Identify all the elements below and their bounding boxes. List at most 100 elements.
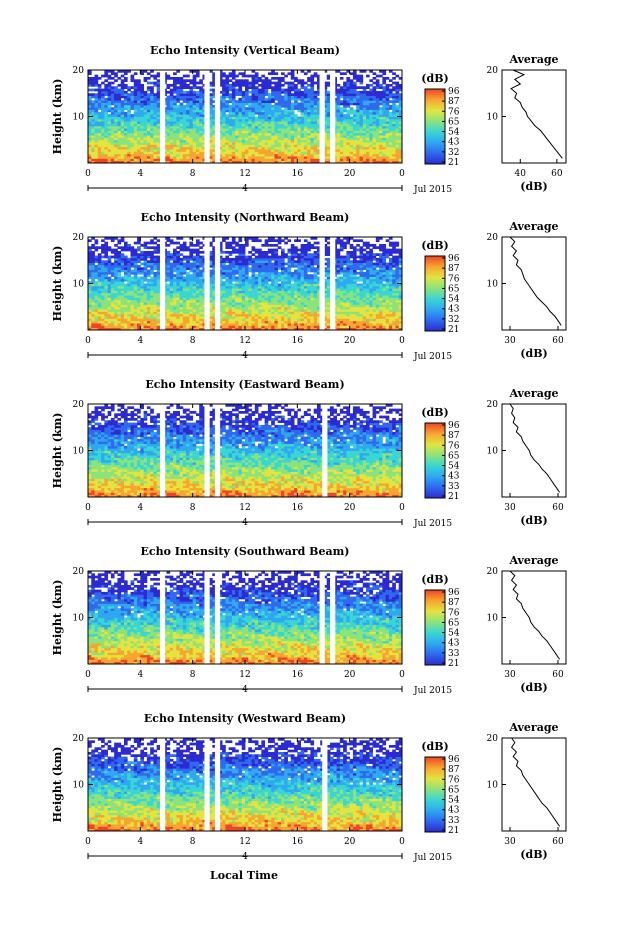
heatmap-cell xyxy=(189,128,193,131)
heatmap-cell xyxy=(268,98,272,101)
heatmap-cell xyxy=(327,295,331,298)
heatmap-cell xyxy=(281,133,285,136)
heatmap-cell xyxy=(238,137,242,140)
heatmap-cell xyxy=(265,149,269,152)
heatmap-cell xyxy=(153,151,157,154)
heatmap-cell xyxy=(196,314,200,317)
heatmap-cell xyxy=(147,89,151,92)
heatmap-cell xyxy=(176,311,180,314)
heatmap-cell xyxy=(242,93,246,96)
heatmap-cell xyxy=(127,89,131,92)
heatmap-cell xyxy=(157,79,161,82)
data-gap xyxy=(330,69,335,164)
heatmap-cell xyxy=(127,151,131,154)
heatmap-cell xyxy=(340,133,344,136)
heatmap-cell xyxy=(314,105,318,108)
heatmap-cell xyxy=(392,304,396,307)
average-y-tick-label: 10 xyxy=(487,113,499,123)
heatmap-cell xyxy=(395,149,399,152)
heatmap-cell xyxy=(114,156,118,159)
heatmap-cell xyxy=(261,93,265,96)
heatmap-cell xyxy=(363,295,367,298)
heatmap-cell xyxy=(376,105,380,108)
heatmap-cell xyxy=(389,304,393,307)
heatmap-cell xyxy=(284,103,288,106)
heatmap-cell xyxy=(144,126,148,129)
heatmap-cell xyxy=(337,93,341,96)
heatmap-cell xyxy=(150,133,154,136)
heatmap-cell xyxy=(386,93,390,96)
heatmap-cell xyxy=(137,156,141,159)
average-x-tick-label: 60 xyxy=(551,169,563,179)
heatmap-cell xyxy=(157,128,161,131)
heatmap-cell xyxy=(389,105,393,108)
heatmap-cell xyxy=(193,304,197,307)
heatmap-cell xyxy=(140,304,144,307)
heatmap-cell xyxy=(196,93,200,96)
heatmap-cell xyxy=(248,149,252,152)
heatmap-cell xyxy=(278,295,282,298)
heatmap-cell xyxy=(180,117,184,120)
heatmap-cell xyxy=(137,314,141,317)
heatmap-cell xyxy=(91,110,95,113)
heatmap-cell xyxy=(104,105,108,108)
heatmap-cell xyxy=(278,314,282,317)
heatmap-cell xyxy=(137,149,141,152)
heatmap-cell xyxy=(255,82,259,85)
heatmap-cell xyxy=(379,126,383,129)
heatmap-cell xyxy=(376,137,380,140)
heatmap-cell xyxy=(242,311,246,314)
heatmap-cell xyxy=(291,325,295,328)
heatmap-cell xyxy=(248,117,252,120)
heatmap-cell xyxy=(291,126,295,129)
heatmap-cell xyxy=(291,133,295,136)
heatmap-cell xyxy=(242,156,246,159)
heatmap-cell xyxy=(366,128,370,131)
heatmap-cell xyxy=(229,75,233,78)
heatmap-cell xyxy=(389,133,393,136)
heatmap-cell xyxy=(261,314,265,317)
x-tick-label: 8 xyxy=(190,169,196,179)
heatmap-cell xyxy=(180,144,184,147)
heatmap-cell xyxy=(382,325,386,328)
heatmap-cell xyxy=(353,314,357,317)
heatmap-cell xyxy=(114,126,118,129)
heatmap-cell xyxy=(392,325,396,328)
heatmap-cell xyxy=(153,93,157,96)
heatmap-cell xyxy=(373,318,377,321)
heatmap-cell xyxy=(183,98,187,101)
heatmap-cell xyxy=(170,103,174,106)
heatmap-cell xyxy=(284,137,288,140)
heatmap-cell xyxy=(193,93,197,96)
heatmap-cell xyxy=(379,84,383,87)
heatmap-cell xyxy=(265,121,269,124)
heatmap-cell xyxy=(369,149,373,152)
heatmap-cell xyxy=(225,304,229,307)
heatmap-cell xyxy=(189,89,193,92)
heatmap-cell xyxy=(101,311,105,314)
x-tick-label: 0 xyxy=(85,169,91,179)
heatmap-cell xyxy=(242,149,246,152)
heatmap-cell xyxy=(314,91,318,94)
heatmap-cell xyxy=(114,117,118,120)
heatmap-cell xyxy=(379,128,383,131)
heatmap-cell xyxy=(111,295,115,298)
heatmap-cell xyxy=(131,121,135,124)
heatmap-cell xyxy=(134,151,138,154)
heatmap-cell xyxy=(356,295,360,298)
heatmap-cell xyxy=(252,314,256,317)
heatmap-cell xyxy=(359,126,363,129)
heatmap-cell xyxy=(271,128,275,131)
heatmap-cell xyxy=(144,105,148,108)
heatmap-cell xyxy=(196,126,200,129)
heatmap-cell xyxy=(265,133,269,136)
heatmap-cell xyxy=(389,311,393,314)
heatmap-cell xyxy=(127,110,131,113)
heatmap-cell xyxy=(278,311,282,314)
heatmap-cell xyxy=(176,93,180,96)
heatmap-cell xyxy=(199,137,203,140)
heatmap-cell xyxy=(140,311,144,314)
heatmap-cell xyxy=(95,149,99,152)
heatmap-cell xyxy=(186,144,190,147)
heatmap-cell xyxy=(340,86,344,89)
